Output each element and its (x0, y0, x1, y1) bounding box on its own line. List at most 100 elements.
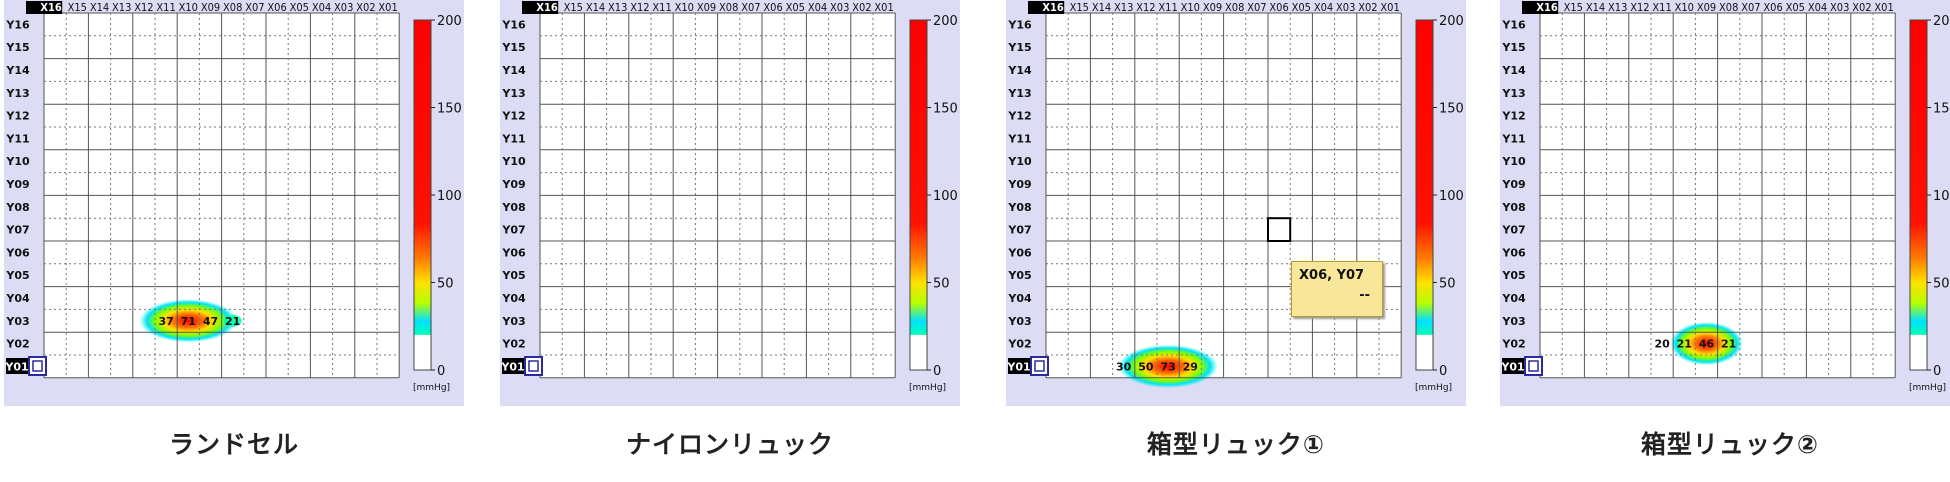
y-tick-label: Y05 (1501, 269, 1525, 282)
cell-value-label: 20 (1654, 338, 1670, 351)
x-tick-label: X12 (630, 1, 649, 14)
x-tick-label: X07 (741, 1, 760, 14)
y-tick-label: Y10 (1007, 155, 1032, 168)
heatmap-frame: 20 21 46 21 X16 X15 X14 X13 X12 X11 X10 X09 X08 X07 X0… (1500, 0, 1950, 406)
cell-tooltip: X06, Y07 -- (1291, 261, 1383, 317)
cell-value-label: 73 (1160, 360, 1175, 373)
heatmap-frame: X16 X15 X14 X13 X12 X11 X10 X09 X08 X07 X06 X05 X04 X… (500, 0, 960, 406)
x-tick-label: X08 (1225, 1, 1244, 14)
x-label-highlight (1522, 1, 1559, 14)
x-tick-label: X08 (1719, 1, 1738, 14)
pressure-spot (223, 314, 242, 327)
y-tick-label: Y02 (5, 338, 29, 351)
y-tick-label: Y13 (5, 87, 29, 100)
y-tick-label: Y16 (5, 18, 30, 31)
x-tick-label: X12 (1630, 1, 1649, 14)
x-tick-label: X13 (608, 1, 627, 14)
pressure-blob (1118, 344, 1218, 389)
x-tick-label: X05 (786, 1, 805, 14)
x-tick-label: X13 (1114, 1, 1133, 14)
heatmap-frame: 30 50 73 29 X16 X15 X14 X13 X12 X11 X10 X09 X08 X07 X0… (1006, 0, 1466, 406)
x-tick-label: X03 (1336, 1, 1355, 14)
y-tick-label: Y07 (1501, 224, 1525, 237)
y-tick-label: Y09 (5, 178, 29, 191)
colorbar-tick-label: 150 (1439, 102, 1464, 117)
x-tick-label: X04 (1808, 1, 1827, 14)
y-tick-label: Y01 (1500, 360, 1524, 373)
pressure-spot (1653, 337, 1672, 350)
y-tick-label: Y09 (1007, 178, 1031, 191)
y-tick-label: Y05 (5, 269, 29, 282)
x-tick-label: X10 (675, 1, 694, 14)
x-tick-label: X09 (1697, 1, 1716, 14)
x-tick-label: X15 (68, 1, 87, 14)
cell-value-label: 30 (1116, 360, 1132, 373)
chart-panel-1: 37 71 47 21 X16 X15 X14 X13 X12 X11 X10 X09 X08 X07 X0… (4, 0, 464, 482)
y-tick-label: Y16 (1501, 18, 1526, 31)
x-label-highlight (26, 1, 63, 14)
x-tick-label: X06 (267, 1, 286, 14)
colorbar-unit-label: [mmHg] (1909, 383, 1946, 393)
y-tick-label: Y07 (5, 224, 29, 237)
y-tick-label: Y14 (1501, 64, 1526, 77)
chart-title: ランドセル (168, 430, 299, 459)
y-tick-label: Y13 (1007, 87, 1031, 100)
colorbar-tick-label: 150 (1933, 102, 1950, 117)
chart-panel-3: 30 50 73 29 X16 X15 X14 X13 X12 X11 X10 X09 X08 X07 X0… (1006, 0, 1466, 482)
y-tick-label: Y05 (1007, 269, 1031, 282)
cell-value-label: 46 (1699, 338, 1715, 351)
colorbar-tick-label: 0 (1439, 364, 1447, 379)
colorbar-unit-label: [mmHg] (1415, 383, 1452, 393)
colorbar-tick-label: 200 (1439, 14, 1464, 29)
colorbar-tick-label: 200 (437, 14, 462, 29)
x-tick-label: X01 (378, 1, 397, 14)
y-tick-label: Y07 (1007, 224, 1031, 237)
x-tick-label: X16 (1042, 1, 1064, 14)
x-tick-label: X10 (179, 1, 198, 14)
y-tick-label: Y06 (5, 246, 30, 259)
y-tick-label: Y11 (5, 132, 29, 145)
x-tick-label: X15 (564, 1, 583, 14)
x-tick-label: X13 (1608, 1, 1627, 14)
x-tick-label: X02 (852, 1, 871, 14)
y-tick-label: Y16 (1007, 18, 1032, 31)
cell-value-label: 50 (1138, 360, 1154, 373)
colorbar-tick-label: 50 (437, 277, 454, 292)
x-tick-label: X03 (830, 1, 849, 14)
y-tick-label: Y07 (501, 224, 525, 237)
y-label-highlight (502, 358, 524, 374)
y-tick-label: Y15 (501, 41, 525, 54)
x-tick-label: X13 (112, 1, 131, 14)
tooltip-value: -- (1359, 288, 1370, 303)
y-tick-label: Y12 (501, 110, 525, 123)
colorbar (1909, 19, 1928, 371)
x-tick-label: X05 (1292, 1, 1311, 14)
y-tick-label: Y04 (1501, 292, 1526, 305)
x-tick-label: X16 (1536, 1, 1558, 14)
y-tick-label: Y10 (501, 155, 526, 168)
x-tick-label: X06 (1269, 1, 1288, 14)
y-label-highlight (1008, 358, 1030, 374)
y-tick-label: Y04 (1007, 292, 1032, 305)
x-tick-label: X16 (536, 1, 558, 14)
x-tick-label: X12 (1136, 1, 1155, 14)
x-tick-label: X10 (1675, 1, 1694, 14)
colorbar (413, 19, 432, 371)
y-tick-label: Y11 (1501, 132, 1525, 145)
y-tick-label: Y12 (5, 110, 29, 123)
x-tick-label: X06 (1763, 1, 1782, 14)
x-label-highlight (1028, 1, 1065, 14)
colorbar-tick-label: 100 (933, 189, 958, 204)
x-tick-label: X12 (134, 1, 153, 14)
y-tick-label: Y09 (1501, 178, 1525, 191)
x-tick-label: X04 (808, 1, 827, 14)
colorbar-tick-label: 200 (1933, 14, 1950, 29)
y-tick-label: Y06 (1501, 246, 1526, 259)
x-tick-label: X09 (1203, 1, 1222, 14)
y-tick-label: Y14 (5, 64, 30, 77)
y-tick-label: Y04 (5, 292, 30, 305)
colorbar-unit-label: [mmHg] (909, 383, 946, 393)
x-tick-label: X11 (652, 1, 671, 14)
colorbar (909, 19, 928, 371)
colorbar-tick-label: 150 (933, 102, 958, 117)
